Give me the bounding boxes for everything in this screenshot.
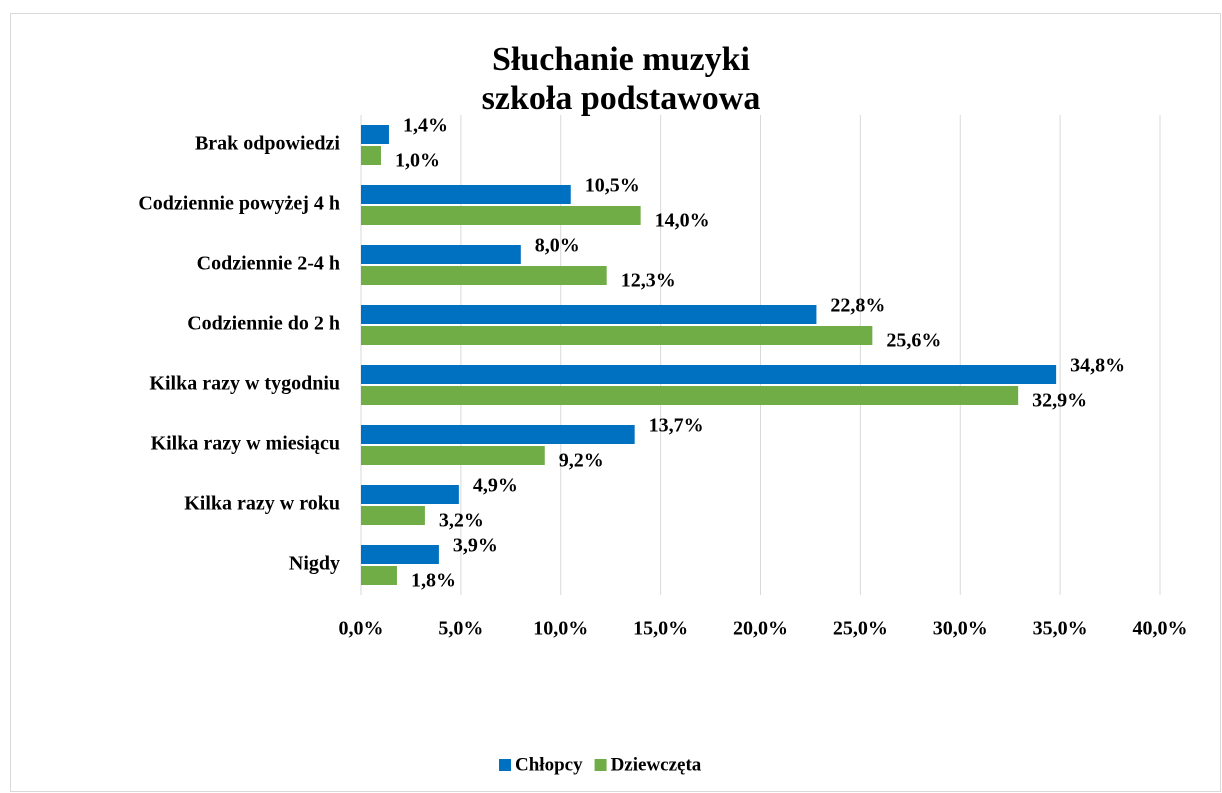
bar xyxy=(361,305,817,324)
y-tick-label: Brak odpowiedzi xyxy=(195,133,340,155)
data-label: 34,8% xyxy=(1070,355,1125,377)
x-tick-label: 0,0% xyxy=(339,618,384,640)
bar xyxy=(361,506,425,525)
data-label: 25,6% xyxy=(886,330,941,352)
y-tick-label: Kilka razy w tygodniu xyxy=(149,373,340,395)
bar xyxy=(361,206,641,225)
data-label: 3,9% xyxy=(453,535,498,557)
data-label: 22,8% xyxy=(830,295,885,317)
bar xyxy=(361,425,635,444)
x-tick-label: 5,0% xyxy=(438,618,483,640)
x-tick-label: 10,0% xyxy=(533,618,588,640)
data-label: 9,2% xyxy=(559,450,604,472)
bar xyxy=(361,245,521,264)
bar xyxy=(361,386,1019,405)
bar xyxy=(361,446,545,465)
x-tick-label: 20,0% xyxy=(733,618,788,640)
data-label: 3,2% xyxy=(439,510,484,532)
data-label: 10,5% xyxy=(585,175,640,197)
x-tick-label: 15,0% xyxy=(633,618,688,640)
data-label: 13,7% xyxy=(649,415,704,437)
chart-title: Słuchanie muzyki xyxy=(492,41,750,78)
data-label: 4,9% xyxy=(473,475,518,497)
bar xyxy=(361,545,439,564)
data-label: 1,0% xyxy=(395,150,440,172)
chart-subtitle: szkoła podstawowa xyxy=(482,80,761,117)
x-tick-label: 40,0% xyxy=(1133,618,1188,640)
y-tick-label: Nigdy xyxy=(289,553,340,575)
y-tick-label: Kilka razy w miesiącu xyxy=(151,433,340,455)
bar xyxy=(361,566,397,585)
legend-swatch xyxy=(499,759,511,771)
data-label: 14,0% xyxy=(655,210,710,232)
data-label: 32,9% xyxy=(1032,390,1087,412)
y-tick-label: Codziennie 2-4 h xyxy=(197,253,340,275)
data-label: 1,4% xyxy=(403,115,448,137)
bar xyxy=(361,266,607,285)
bar xyxy=(361,146,381,165)
x-tick-label: 35,0% xyxy=(1033,618,1088,640)
legend-label: Dziewczęta xyxy=(611,754,702,775)
x-tick-label: 30,0% xyxy=(933,618,988,640)
y-tick-label: Kilka razy w roku xyxy=(184,493,340,515)
data-label: 1,8% xyxy=(411,570,456,592)
x-tick-label: 25,0% xyxy=(833,618,888,640)
y-tick-label: Codziennie do 2 h xyxy=(187,313,340,335)
legend-swatch xyxy=(594,759,607,771)
data-label: 12,3% xyxy=(621,270,676,292)
y-tick-label: Codziennie powyżej 4 h xyxy=(138,193,340,215)
bar xyxy=(361,185,571,204)
bar xyxy=(361,326,873,345)
bar xyxy=(361,125,389,144)
legend-label: Chłopcy xyxy=(515,754,583,775)
bar xyxy=(361,485,459,504)
data-label: 8,0% xyxy=(535,235,580,257)
bar xyxy=(361,365,1057,384)
